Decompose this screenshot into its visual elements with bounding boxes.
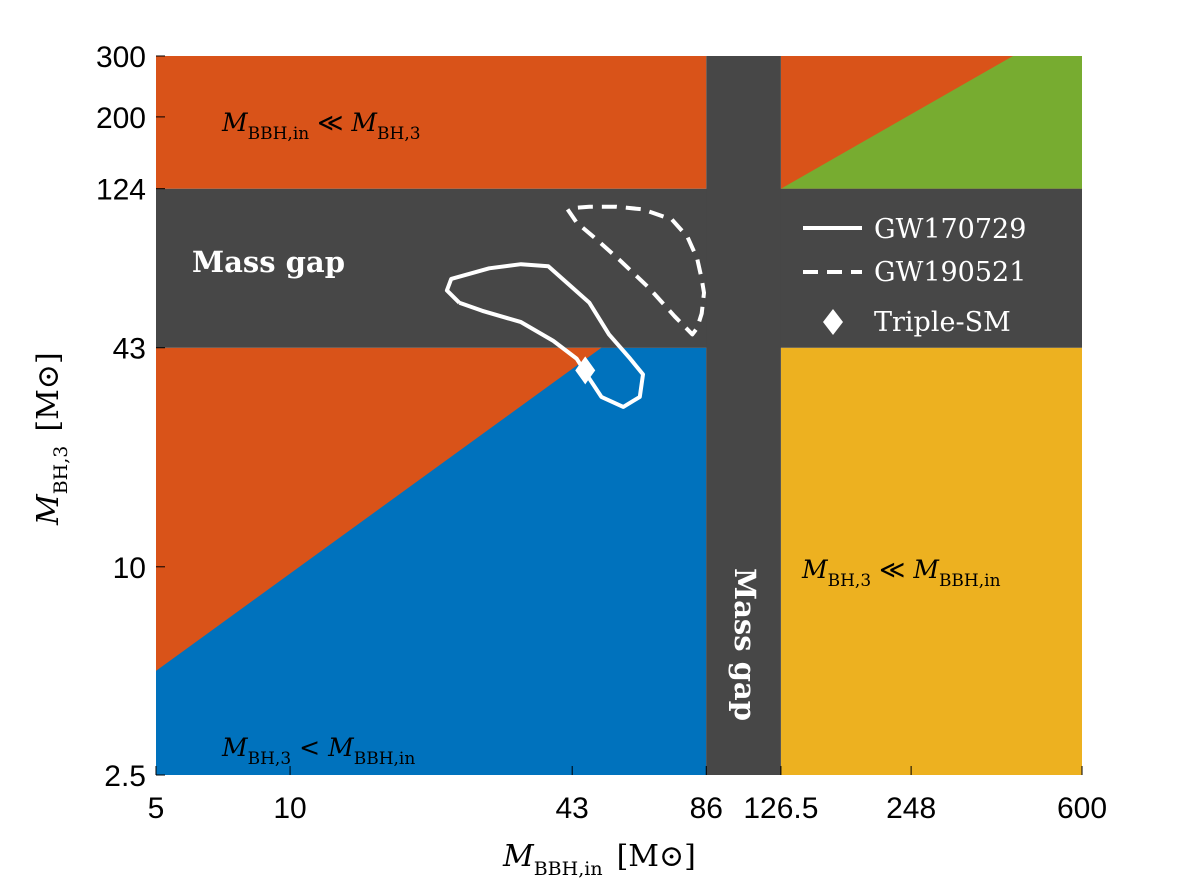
x-tick-label: 126.5 [743,792,818,825]
mass-gap-horizontal-label: Mass gap [192,245,345,279]
legend-label-triple-sm: Triple-SM [874,307,1011,338]
region-label-right: MBH,3 ≪ MBBH,in [801,555,1001,591]
legend-label-gw190521: GW190521 [874,257,1026,288]
legend-diamond-marker [823,309,843,335]
x-tick-label: 248 [886,792,936,825]
y-axis-label: MBH,3[M⊙] [31,352,72,526]
contour-gw190521 [565,204,706,337]
y-tick-label: 200 [96,102,146,135]
legend: GW170729 GW190521 Triple-SM [803,214,1026,338]
region-upper-left-orange [156,56,707,189]
x-tick-label: 86 [690,792,723,825]
series-layer [444,204,706,409]
x-tick-label: 43 [556,792,589,825]
x-axis-label: MBBH,in [M⊙] [502,839,696,880]
legend-label-gw170729: GW170729 [874,214,1026,245]
y-tick-label: 2.5 [104,760,146,793]
triple-sm-marker [575,356,596,385]
contour-gw170729 [444,262,645,409]
mass-gap-vertical-band [706,56,781,775]
y-tick-label: 300 [96,41,146,74]
y-tick-label: 124 [96,174,146,207]
x-tick-label: 5 [148,792,165,825]
y-tick-label: 43 [113,333,146,366]
region-upper-right-green [780,56,1082,189]
region-label-top-left: MBBH,in ≪ MBH,3 [221,108,421,144]
ticks: 5 10 43 86 126.5 248 600 2.5 10 43 124 200 300 [96,41,1107,825]
region-lower-right-yellow [780,347,1082,775]
x-tick-label: 600 [1057,792,1107,825]
region-lower-left-blue [156,347,707,775]
mass-gap-vertical-label: Mass gap [728,568,762,721]
region-label-bottom-left: MBH,3 < MBBH,in [221,733,415,769]
axis-labels: MBBH,in [M⊙] MBH,3[M⊙] [31,352,696,880]
y-tick-label: 10 [113,552,146,585]
x-tick-label: 10 [273,792,306,825]
labels-layer: Mass gap Mass gap MBBH,in ≪ MBH,3 MBH,3 < MB… [192,108,1001,769]
regions [156,56,1082,775]
